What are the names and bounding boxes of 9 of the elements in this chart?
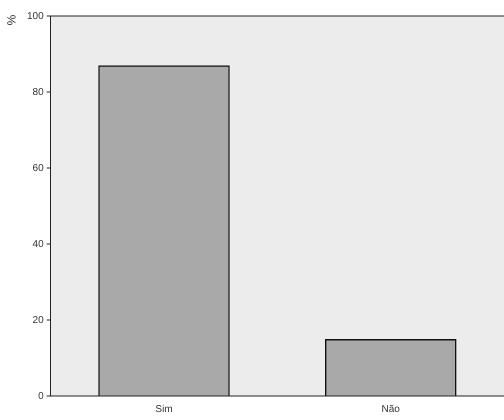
y-tick-label: 0	[38, 390, 44, 402]
y-tick-label: 40	[32, 238, 44, 250]
y-tick-label: 20	[32, 314, 44, 326]
y-tick-label: 80	[32, 86, 44, 98]
y-tick-label: 100	[26, 10, 44, 22]
x-tick-label: Sim	[155, 404, 173, 415]
y-axis-title: %	[4, 14, 18, 26]
x-tick-label: Não	[381, 404, 400, 415]
y-tick-label: 60	[32, 162, 44, 174]
